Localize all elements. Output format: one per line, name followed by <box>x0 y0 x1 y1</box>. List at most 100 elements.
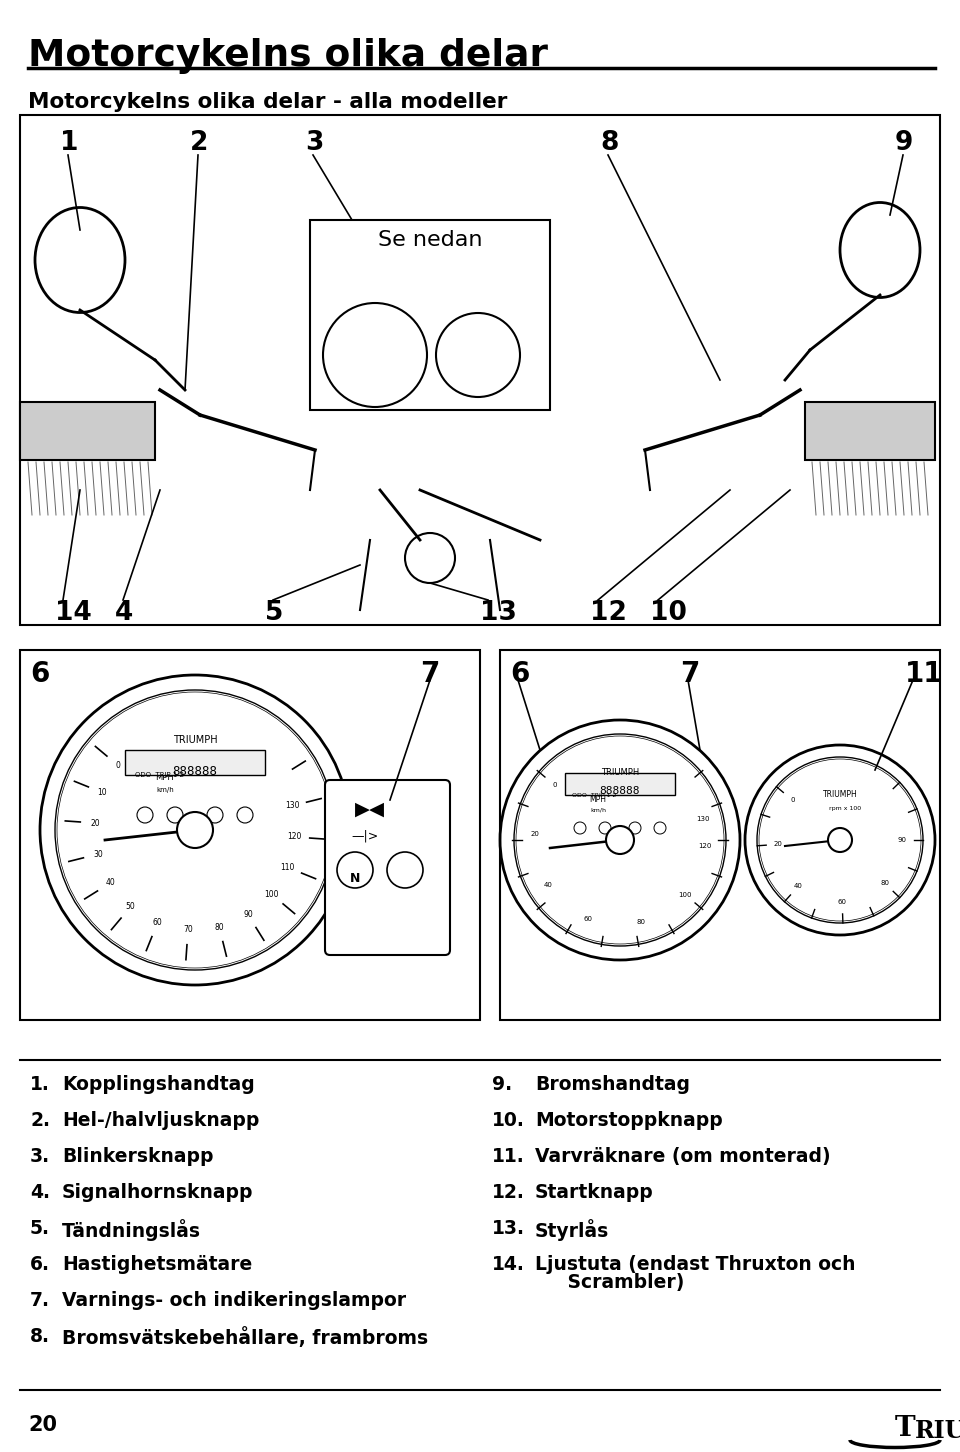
Bar <box>500 650 940 1019</box>
Bar <box>805 402 935 460</box>
Text: 60: 60 <box>584 916 592 922</box>
Text: 90: 90 <box>898 836 906 844</box>
Text: N: N <box>349 873 360 886</box>
Text: Bromsvätskebehållare, frambroms: Bromsvätskebehållare, frambroms <box>62 1327 428 1347</box>
Text: 70: 70 <box>183 925 193 934</box>
Text: 7: 7 <box>420 661 440 688</box>
Text: Ljustuta (endast Thruxton och: Ljustuta (endast Thruxton och <box>535 1255 855 1273</box>
Bar <box>310 221 550 409</box>
Text: Bromshandtag: Bromshandtag <box>535 1074 690 1093</box>
Bar <box>20 115 940 624</box>
Text: 120: 120 <box>698 844 711 849</box>
Text: ▶◀: ▶◀ <box>355 800 385 819</box>
Text: 11.: 11. <box>492 1147 525 1166</box>
Text: 12: 12 <box>590 600 627 626</box>
Text: 60: 60 <box>153 918 162 928</box>
Circle shape <box>57 693 333 968</box>
Text: Hastighetsmätare: Hastighetsmätare <box>62 1255 252 1273</box>
Text: 888888: 888888 <box>600 786 640 796</box>
Text: Hel-/halvljusknapp: Hel-/halvljusknapp <box>62 1111 259 1130</box>
Text: 20: 20 <box>531 831 540 836</box>
Text: 50: 50 <box>126 902 135 910</box>
Text: Varnings- och indikeringslampor: Varnings- och indikeringslampor <box>62 1291 406 1310</box>
Text: ODO  TRIP 1 2: ODO TRIP 1 2 <box>135 772 184 778</box>
Text: 30: 30 <box>93 849 103 858</box>
Text: Startknapp: Startknapp <box>535 1183 654 1202</box>
Text: km/h: km/h <box>156 787 174 793</box>
Text: 3: 3 <box>305 131 324 155</box>
Text: 6: 6 <box>30 661 49 688</box>
Text: 12.: 12. <box>492 1183 525 1202</box>
Bar <box>20 402 155 460</box>
Text: 2.: 2. <box>30 1111 50 1130</box>
Text: MPH: MPH <box>589 796 607 804</box>
Text: MPH: MPH <box>156 772 175 783</box>
Text: 10: 10 <box>98 788 108 797</box>
Text: 13.: 13. <box>492 1220 525 1239</box>
Text: 3.: 3. <box>30 1147 50 1166</box>
Text: 4.: 4. <box>30 1183 50 1202</box>
Text: Motorcykelns olika delar: Motorcykelns olika delar <box>28 38 548 74</box>
Text: 90: 90 <box>243 910 252 919</box>
Text: 7.: 7. <box>30 1291 50 1310</box>
Text: rpm x 100: rpm x 100 <box>828 806 861 812</box>
Text: 6.: 6. <box>30 1255 50 1273</box>
Text: 20: 20 <box>90 819 100 828</box>
Text: 9.: 9. <box>492 1074 512 1093</box>
Text: Motorcykelns olika delar - alla modeller: Motorcykelns olika delar - alla modeller <box>28 91 508 112</box>
Circle shape <box>759 759 921 921</box>
Text: 9: 9 <box>895 131 913 155</box>
Text: 80: 80 <box>636 919 645 925</box>
Text: 14: 14 <box>55 600 92 626</box>
Text: 13: 13 <box>480 600 516 626</box>
Text: 100: 100 <box>264 890 278 899</box>
Text: 5.: 5. <box>30 1220 50 1239</box>
Text: 0: 0 <box>116 761 121 770</box>
Text: 10: 10 <box>650 600 686 626</box>
Text: 5: 5 <box>265 600 283 626</box>
Text: km/h: km/h <box>590 807 606 813</box>
Text: 888888: 888888 <box>173 765 218 778</box>
Text: 4: 4 <box>115 600 133 626</box>
Text: 80: 80 <box>214 922 224 932</box>
Text: 0: 0 <box>553 783 557 788</box>
Text: 130: 130 <box>696 816 709 822</box>
Text: 7: 7 <box>680 661 700 688</box>
Text: 130: 130 <box>285 802 300 810</box>
Text: Styrlås: Styrlås <box>535 1220 610 1241</box>
Text: 10.: 10. <box>492 1111 525 1130</box>
Text: Kopplingshandtag: Kopplingshandtag <box>62 1074 254 1093</box>
Text: 20: 20 <box>774 841 782 848</box>
Text: 40: 40 <box>794 883 803 889</box>
Bar <box>20 650 480 1019</box>
Bar <box>125 751 265 775</box>
Text: 100: 100 <box>679 892 692 897</box>
Text: 80: 80 <box>880 880 889 886</box>
Text: Signalhornsknapp: Signalhornsknapp <box>62 1183 253 1202</box>
Text: 40: 40 <box>543 881 552 889</box>
Text: 14.: 14. <box>492 1255 525 1273</box>
Text: 20: 20 <box>28 1416 57 1435</box>
Text: 0: 0 <box>790 797 795 803</box>
Text: TRIUMPH: TRIUMPH <box>601 768 639 777</box>
Circle shape <box>828 828 852 852</box>
Text: T: T <box>895 1416 916 1442</box>
Text: 11: 11 <box>905 661 944 688</box>
Text: —|>: —|> <box>351 831 378 844</box>
Text: 8: 8 <box>600 131 618 155</box>
Text: RIUMPH: RIUMPH <box>915 1419 960 1443</box>
Text: 1: 1 <box>60 131 79 155</box>
Text: Blinkersknapp: Blinkersknapp <box>62 1147 213 1166</box>
Text: Motorstoppknapp: Motorstoppknapp <box>535 1111 723 1130</box>
Circle shape <box>606 826 634 854</box>
Text: 60: 60 <box>838 899 847 905</box>
Bar <box>565 772 675 796</box>
Text: Tändningslås: Tändningslås <box>62 1220 201 1241</box>
Text: 8.: 8. <box>30 1327 50 1346</box>
Text: Varvräknare (om monterad): Varvräknare (om monterad) <box>535 1147 830 1166</box>
FancyBboxPatch shape <box>325 780 450 955</box>
Text: Se nedan: Se nedan <box>377 229 482 250</box>
Circle shape <box>177 812 213 848</box>
Text: 40: 40 <box>106 878 115 887</box>
Text: TRIUMPH: TRIUMPH <box>823 790 857 799</box>
